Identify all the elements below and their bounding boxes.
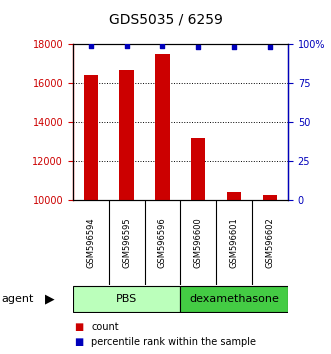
Point: [231, 45, 237, 50]
Text: GSM596594: GSM596594: [86, 217, 95, 268]
Text: dexamethasone: dexamethasone: [189, 294, 279, 304]
Text: percentile rank within the sample: percentile rank within the sample: [91, 337, 256, 347]
Text: PBS: PBS: [116, 294, 137, 304]
Text: ■: ■: [74, 322, 84, 332]
Bar: [263, 195, 277, 200]
Bar: [83, 75, 98, 200]
Bar: [227, 192, 241, 200]
Bar: [155, 54, 169, 200]
Point: [124, 43, 129, 48]
Text: count: count: [91, 322, 118, 332]
Point: [88, 43, 93, 48]
Text: GSM596600: GSM596600: [194, 217, 203, 268]
Text: GSM596601: GSM596601: [230, 217, 239, 268]
Text: GDS5035 / 6259: GDS5035 / 6259: [109, 12, 222, 27]
Bar: [119, 70, 134, 200]
Point: [267, 45, 273, 50]
Point: [196, 45, 201, 50]
FancyBboxPatch shape: [180, 286, 288, 312]
Text: GSM596595: GSM596595: [122, 217, 131, 268]
FancyBboxPatch shape: [73, 286, 180, 312]
Point: [160, 43, 165, 48]
Text: ▶: ▶: [45, 293, 55, 306]
Bar: [191, 138, 206, 200]
Text: GSM596602: GSM596602: [265, 217, 274, 268]
Text: GSM596596: GSM596596: [158, 217, 167, 268]
Text: ■: ■: [74, 337, 84, 347]
Text: agent: agent: [2, 294, 34, 304]
